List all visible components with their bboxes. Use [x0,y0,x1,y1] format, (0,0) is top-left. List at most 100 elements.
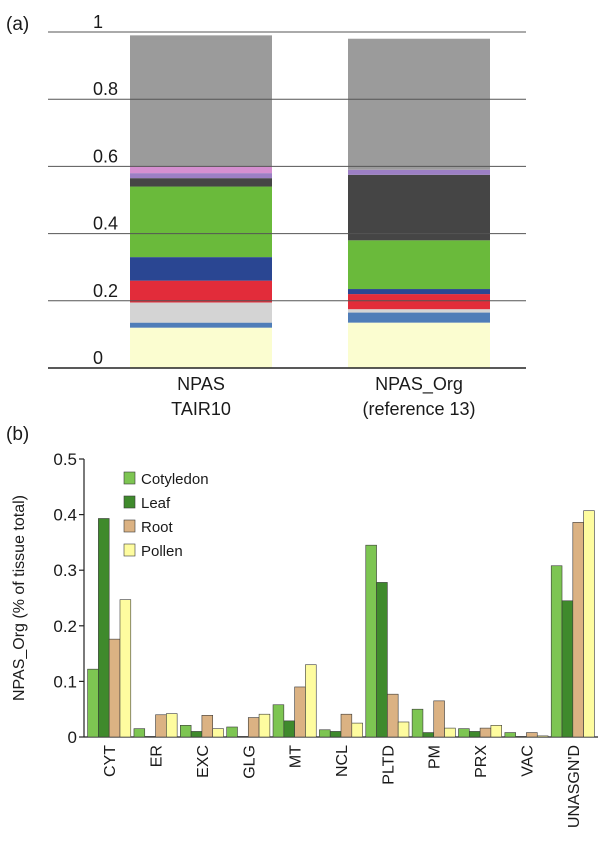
bar-PLTD-Leaf [376,582,388,738]
bar-segment-2-7 [348,174,490,241]
stacked-bar-chart: 0 0.2 0.4 0.6 0.8 1 NPAS TAIR10 NPAS_Org (referen… [48,12,526,419]
bar-PM-Cotyledon [411,708,424,738]
bar-EXC-Leaf [190,731,203,738]
bar-GLG-Leaf [237,736,249,738]
bar-VAC-Leaf [515,736,527,738]
bar-GLG-Pollen [258,713,271,738]
category-label: MT [288,745,305,768]
bar-EXC-Cotyledon [180,725,192,738]
bar-PLTD-Pollen [397,721,410,738]
category-label: EXC [195,745,212,778]
legend-label: Root [141,519,174,536]
legend-swatch [123,495,136,509]
category-label: NPAS [177,374,225,394]
bar-segment-1-5 [130,257,272,281]
legend-swatch [123,471,136,485]
bar-NCL-Leaf [329,731,342,738]
bar-ER-Root [155,714,167,738]
bar-EXC-Root [201,715,214,738]
bar-GLG-Cotyledon [226,726,238,738]
category-label: PM [427,745,444,769]
y-axis-label: NPAS_Org (% of tissue total) [11,495,28,701]
bar-segment-2-3 [348,309,490,313]
bar-segment-1-7 [130,178,272,187]
bar-EXC-Pollen [212,728,224,738]
bar-NCL-Cotyledon [319,729,331,738]
y-tick-label: 0.4 [53,506,77,525]
y-tick-label: 0.6 [93,146,118,166]
legend-label: Leaf [141,495,171,512]
bar-PRX-Pollen [490,725,502,738]
y-tick-label: 0.1 [53,672,77,691]
category-label: NPAS_Org [375,374,463,395]
bar-segment-1-3 [130,302,272,323]
bar-segment-2-4 [348,294,490,310]
category-label: UNASGN'D [566,745,583,828]
category-label: (reference 13) [362,399,475,419]
bar-ER-Pollen [166,713,178,738]
bar-segment-2-10 [348,38,490,170]
panel-b-label: (b) [6,424,29,445]
bar-VAC-Cotyledon [504,732,516,738]
bar-PLTD-Cotyledon [365,544,377,738]
y-tick-label: 0.8 [93,79,118,99]
bar-segment-2-8 [348,169,490,175]
bar-VAC-Pollen [536,735,549,738]
category-label: PLTD [380,745,397,785]
bar-CYT-Cotyledon [87,668,99,738]
bar-segment-1-4 [130,280,272,303]
y-tick-label: 0.2 [93,281,118,301]
bar-GLG-Root [247,717,260,738]
grouped-bar-chart: 0 0.1 0.2 0.3 0.4 0.5 NPAS_Org (% of tissue to… [11,450,598,828]
y-tick-label: 0.3 [53,561,77,580]
bar-segment-2-1 [348,322,490,368]
bar-NCL-Pollen [351,722,363,738]
bar-PRX-Root [479,727,492,738]
bar-CYT-Pollen [119,599,132,738]
category-label: TAIR10 [171,399,231,419]
legend-label: Pollen [141,543,183,560]
bar-segment-1-8 [130,173,272,179]
bar-UNASGN'D-Root [572,522,584,738]
bar-MT-Cotyledon [272,704,285,738]
bar-UNASGN'D-Leaf [561,600,574,738]
y-tick-label: 0 [93,348,103,368]
bar-ER-Cotyledon [133,728,146,738]
category-label: NCL [334,745,351,777]
bar-MT-Pollen [305,664,317,738]
bar-UNASGN'D-Pollen [583,510,595,738]
bar-segment-1-9 [130,166,272,174]
bar-PM-Pollen [444,727,456,738]
bar-segment-1-1 [130,327,272,368]
bar-MT-Leaf [283,720,295,738]
legend-swatch [123,543,136,557]
category-label: GLG [241,745,258,779]
y-tick-label: 0 [68,728,77,747]
panel-a-label: (a) [6,14,29,35]
bar-CYT-Root [108,638,121,738]
bar-segment-2-5 [348,289,490,295]
bar-segment-2-2 [348,312,490,323]
bar-CYT-Leaf [98,518,110,738]
bar-PRX-Leaf [468,731,481,738]
bar-MT-Root [294,686,306,738]
bar-segment-1-2 [130,322,272,328]
y-tick-label: 1 [93,12,103,32]
category-label: CYT [102,745,119,777]
bar-segment-2-6 [348,240,490,290]
bar-PM-Root [433,700,445,738]
category-label: VAC [519,745,536,777]
y-tick-label: 0.4 [93,214,118,234]
bar-segment-1-6 [130,186,272,258]
bar-UNASGN'D-Cotyledon [550,565,563,738]
bar-ER-Leaf [144,736,156,738]
bar-PM-Leaf [422,732,435,738]
category-label: PRX [473,745,490,778]
y-tick-label: 0.5 [53,450,77,469]
legend-swatch [123,519,136,533]
y-tick-label: 0.2 [53,617,77,636]
category-label: ER [149,745,166,767]
bar-PLTD-Root [387,693,399,738]
bar-VAC-Root [526,732,538,738]
